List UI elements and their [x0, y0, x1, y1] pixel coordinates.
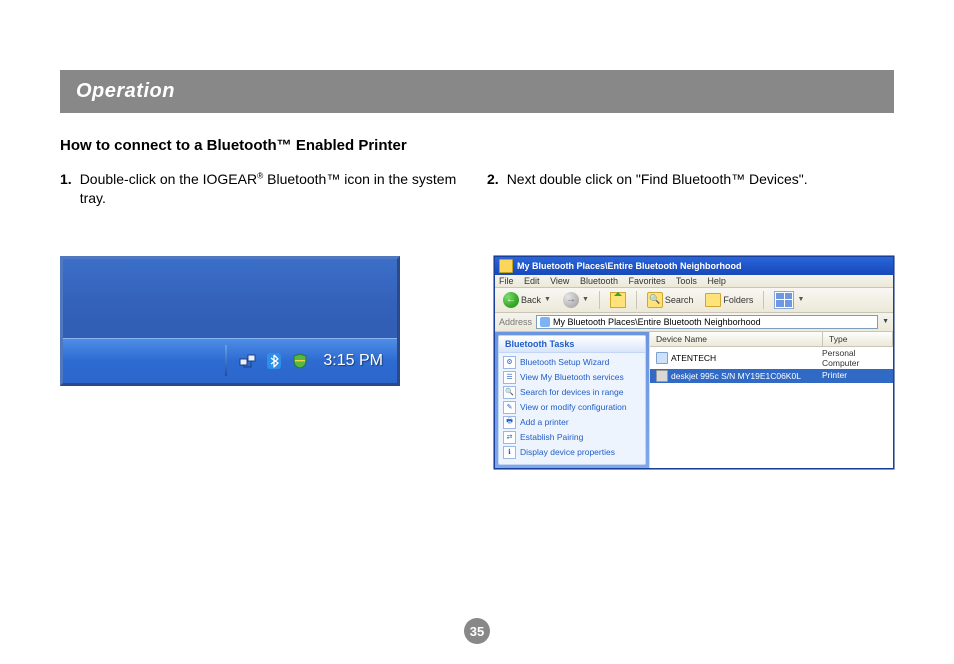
- device-name: deskjet 995c S/N MY19E1C06K0L: [671, 371, 801, 381]
- device-row[interactable]: ATENTECH Personal Computer: [650, 347, 893, 369]
- device-type: Printer: [816, 370, 893, 382]
- folder-icon: [499, 259, 513, 273]
- folders-button[interactable]: Folders: [701, 292, 757, 308]
- tasks-pane: Bluetooth Tasks ⚙ Bluetooth Setup Wizard …: [495, 332, 649, 468]
- window-toolbar: ← Back ▼ → ▼ 🔍 Search: [495, 288, 893, 313]
- toolbar-separator: [636, 291, 637, 309]
- task-establish-pairing[interactable]: ⇄ Establish Pairing: [503, 430, 641, 445]
- col-type[interactable]: Type: [823, 332, 893, 346]
- step-1-text: Double-click on the IOGEAR® Bluetooth™ i…: [80, 170, 467, 208]
- task-device-properties[interactable]: ℹ Display device properties: [503, 445, 641, 460]
- address-input[interactable]: My Bluetooth Places\Entire Bluetooth Nei…: [536, 315, 878, 329]
- wizard-icon: ⚙: [503, 356, 516, 369]
- task-view-services[interactable]: ☰ View My Bluetooth services: [503, 370, 641, 385]
- device-row[interactable]: deskjet 995c S/N MY19E1C06K0L Printer: [650, 369, 893, 383]
- shield-icon[interactable]: [291, 352, 309, 370]
- window-titlebar[interactable]: My Bluetooth Places\Entire Bluetooth Nei…: [495, 257, 893, 275]
- properties-icon: ℹ: [503, 446, 516, 459]
- back-label: Back: [521, 295, 541, 305]
- taskbar: 3:15 PM: [63, 338, 397, 383]
- col-device-name[interactable]: Device Name: [650, 332, 823, 346]
- step-1: 1. Double-click on the IOGEAR® Bluetooth…: [60, 170, 467, 208]
- step-2: 2. Next double click on "Find Bluetooth™…: [487, 170, 894, 189]
- step-2-number: 2.: [487, 170, 499, 189]
- search-label: Search: [665, 295, 694, 305]
- task-label: Search for devices in range: [520, 387, 623, 397]
- section-header: Operation: [60, 70, 894, 113]
- computer-icon: [656, 352, 668, 364]
- address-label: Address: [499, 317, 532, 327]
- printer-icon: 🖶: [503, 416, 516, 429]
- task-label: View or modify configuration: [520, 402, 627, 412]
- forward-button[interactable]: → ▼: [559, 291, 593, 309]
- device-type: Personal Computer: [816, 348, 893, 368]
- up-folder-icon: [610, 292, 626, 308]
- view-mode-icon: [774, 291, 794, 309]
- task-label: Bluetooth Setup Wizard: [520, 357, 609, 367]
- window-menubar[interactable]: File Edit View Bluetooth Favorites Tools…: [495, 275, 893, 288]
- menu-edit[interactable]: Edit: [524, 276, 540, 286]
- folders-label: Folders: [723, 295, 753, 305]
- forward-icon: →: [563, 292, 579, 308]
- view-mode-button[interactable]: ▼: [770, 290, 808, 310]
- printer-icon: [656, 370, 668, 382]
- address-icon: [540, 317, 550, 327]
- menu-view[interactable]: View: [550, 276, 569, 286]
- device-name: ATENTECH: [671, 353, 716, 363]
- back-button[interactable]: ← Back ▼: [499, 291, 555, 309]
- search-icon: 🔍: [647, 292, 663, 308]
- menu-favorites[interactable]: Favorites: [628, 276, 665, 286]
- tray-clock[interactable]: 3:15 PM: [323, 352, 383, 370]
- tasks-list: ⚙ Bluetooth Setup Wizard ☰ View My Bluetoo…: [499, 353, 645, 464]
- dropdown-icon: ▼: [582, 296, 589, 303]
- tasks-panel: Bluetooth Tasks ⚙ Bluetooth Setup Wizard …: [498, 335, 646, 465]
- toolbar-separator: [763, 291, 764, 309]
- menu-file[interactable]: File: [499, 276, 514, 286]
- bluetooth-icon[interactable]: [265, 352, 283, 370]
- search-button[interactable]: 🔍 Search: [643, 291, 698, 309]
- tray-separator: [225, 345, 227, 376]
- step-2-text: Next double click on "Find Bluetooth™ De…: [507, 170, 808, 189]
- dropdown-icon: ▼: [544, 296, 551, 303]
- task-search-devices[interactable]: 🔍 Search for devices in range: [503, 385, 641, 400]
- services-icon: ☰: [503, 371, 516, 384]
- folders-icon: [705, 293, 721, 307]
- system-tray-figure: 3:15 PM: [60, 256, 400, 386]
- task-label: Display device properties: [520, 447, 615, 457]
- task-label: Add a printer: [520, 417, 569, 427]
- address-text: My Bluetooth Places\Entire Bluetooth Nei…: [553, 317, 761, 327]
- menu-help[interactable]: Help: [707, 276, 726, 286]
- explorer-window: My Bluetooth Places\Entire Bluetooth Nei…: [494, 256, 894, 469]
- task-label: View My Bluetooth services: [520, 372, 624, 382]
- task-setup-wizard[interactable]: ⚙ Bluetooth Setup Wizard: [503, 355, 641, 370]
- task-view-config[interactable]: ✎ View or modify configuration: [503, 400, 641, 415]
- pairing-icon: ⇄: [503, 431, 516, 444]
- up-button[interactable]: [606, 291, 630, 309]
- task-label: Establish Pairing: [520, 432, 583, 442]
- menu-tools[interactable]: Tools: [676, 276, 697, 286]
- columns-header[interactable]: Device Name Type: [650, 332, 893, 347]
- config-icon: ✎: [503, 401, 516, 414]
- network-icon[interactable]: [239, 352, 257, 370]
- window-title: My Bluetooth Places\Entire Bluetooth Nei…: [517, 261, 742, 271]
- address-bar: Address My Bluetooth Places\Entire Bluet…: [495, 313, 893, 332]
- tasks-header[interactable]: Bluetooth Tasks: [499, 336, 645, 353]
- toolbar-separator: [599, 291, 600, 309]
- subheading: How to connect to a Bluetooth™ Enabled P…: [60, 137, 894, 154]
- step-1-number: 1.: [60, 170, 72, 208]
- page-number: 35: [464, 618, 490, 644]
- search-icon: 🔍: [503, 386, 516, 399]
- back-icon: ←: [503, 292, 519, 308]
- step-1-pre: Double-click on the IOGEAR: [80, 171, 257, 187]
- task-add-printer[interactable]: 🖶 Add a printer: [503, 415, 641, 430]
- address-dropdown-icon[interactable]: ▼: [882, 318, 889, 325]
- dropdown-icon: ▼: [797, 296, 804, 303]
- menu-bluetooth[interactable]: Bluetooth: [580, 276, 618, 286]
- window-body: Bluetooth Tasks ⚙ Bluetooth Setup Wizard …: [495, 332, 893, 468]
- content-pane: Device Name Type ATENTECH Personal Compu…: [649, 332, 893, 468]
